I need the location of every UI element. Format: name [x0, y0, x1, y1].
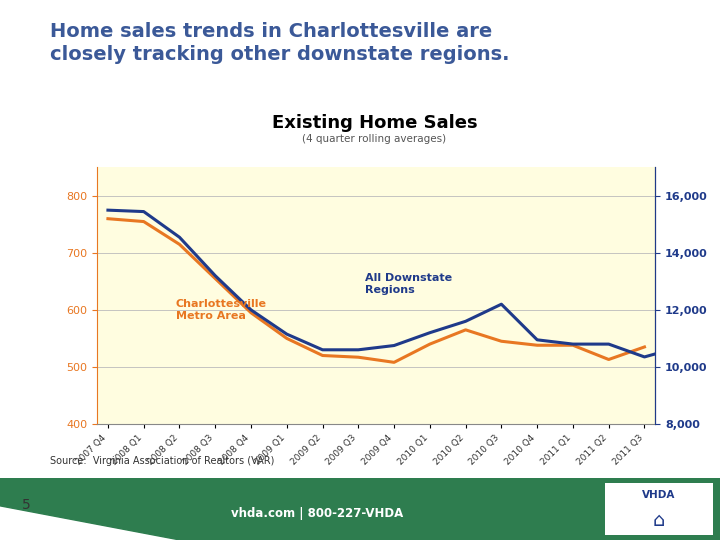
Polygon shape	[0, 478, 720, 540]
Text: ⌂: ⌂	[652, 511, 665, 530]
Bar	[605, 483, 713, 535]
Text: (4 quarter rolling averages): (4 quarter rolling averages)	[302, 134, 446, 144]
Text: Charlottesville
Metro Area: Charlottesville Metro Area	[176, 299, 267, 321]
Text: All Downstate
Regions: All Downstate Regions	[366, 273, 453, 295]
Text: Existing Home Sales: Existing Home Sales	[271, 114, 477, 132]
Text: 5: 5	[22, 498, 30, 512]
Text: Source:  Virginia Association of Realtors (VAR): Source: Virginia Association of Realtors…	[50, 456, 275, 467]
Text: vhda.com | 800-227-VHDA: vhda.com | 800-227-VHDA	[230, 508, 403, 521]
Text: Home sales trends in Charlottesville are
closely tracking other downstate region: Home sales trends in Charlottesville are…	[50, 22, 510, 64]
Text: VHDA: VHDA	[642, 490, 675, 500]
